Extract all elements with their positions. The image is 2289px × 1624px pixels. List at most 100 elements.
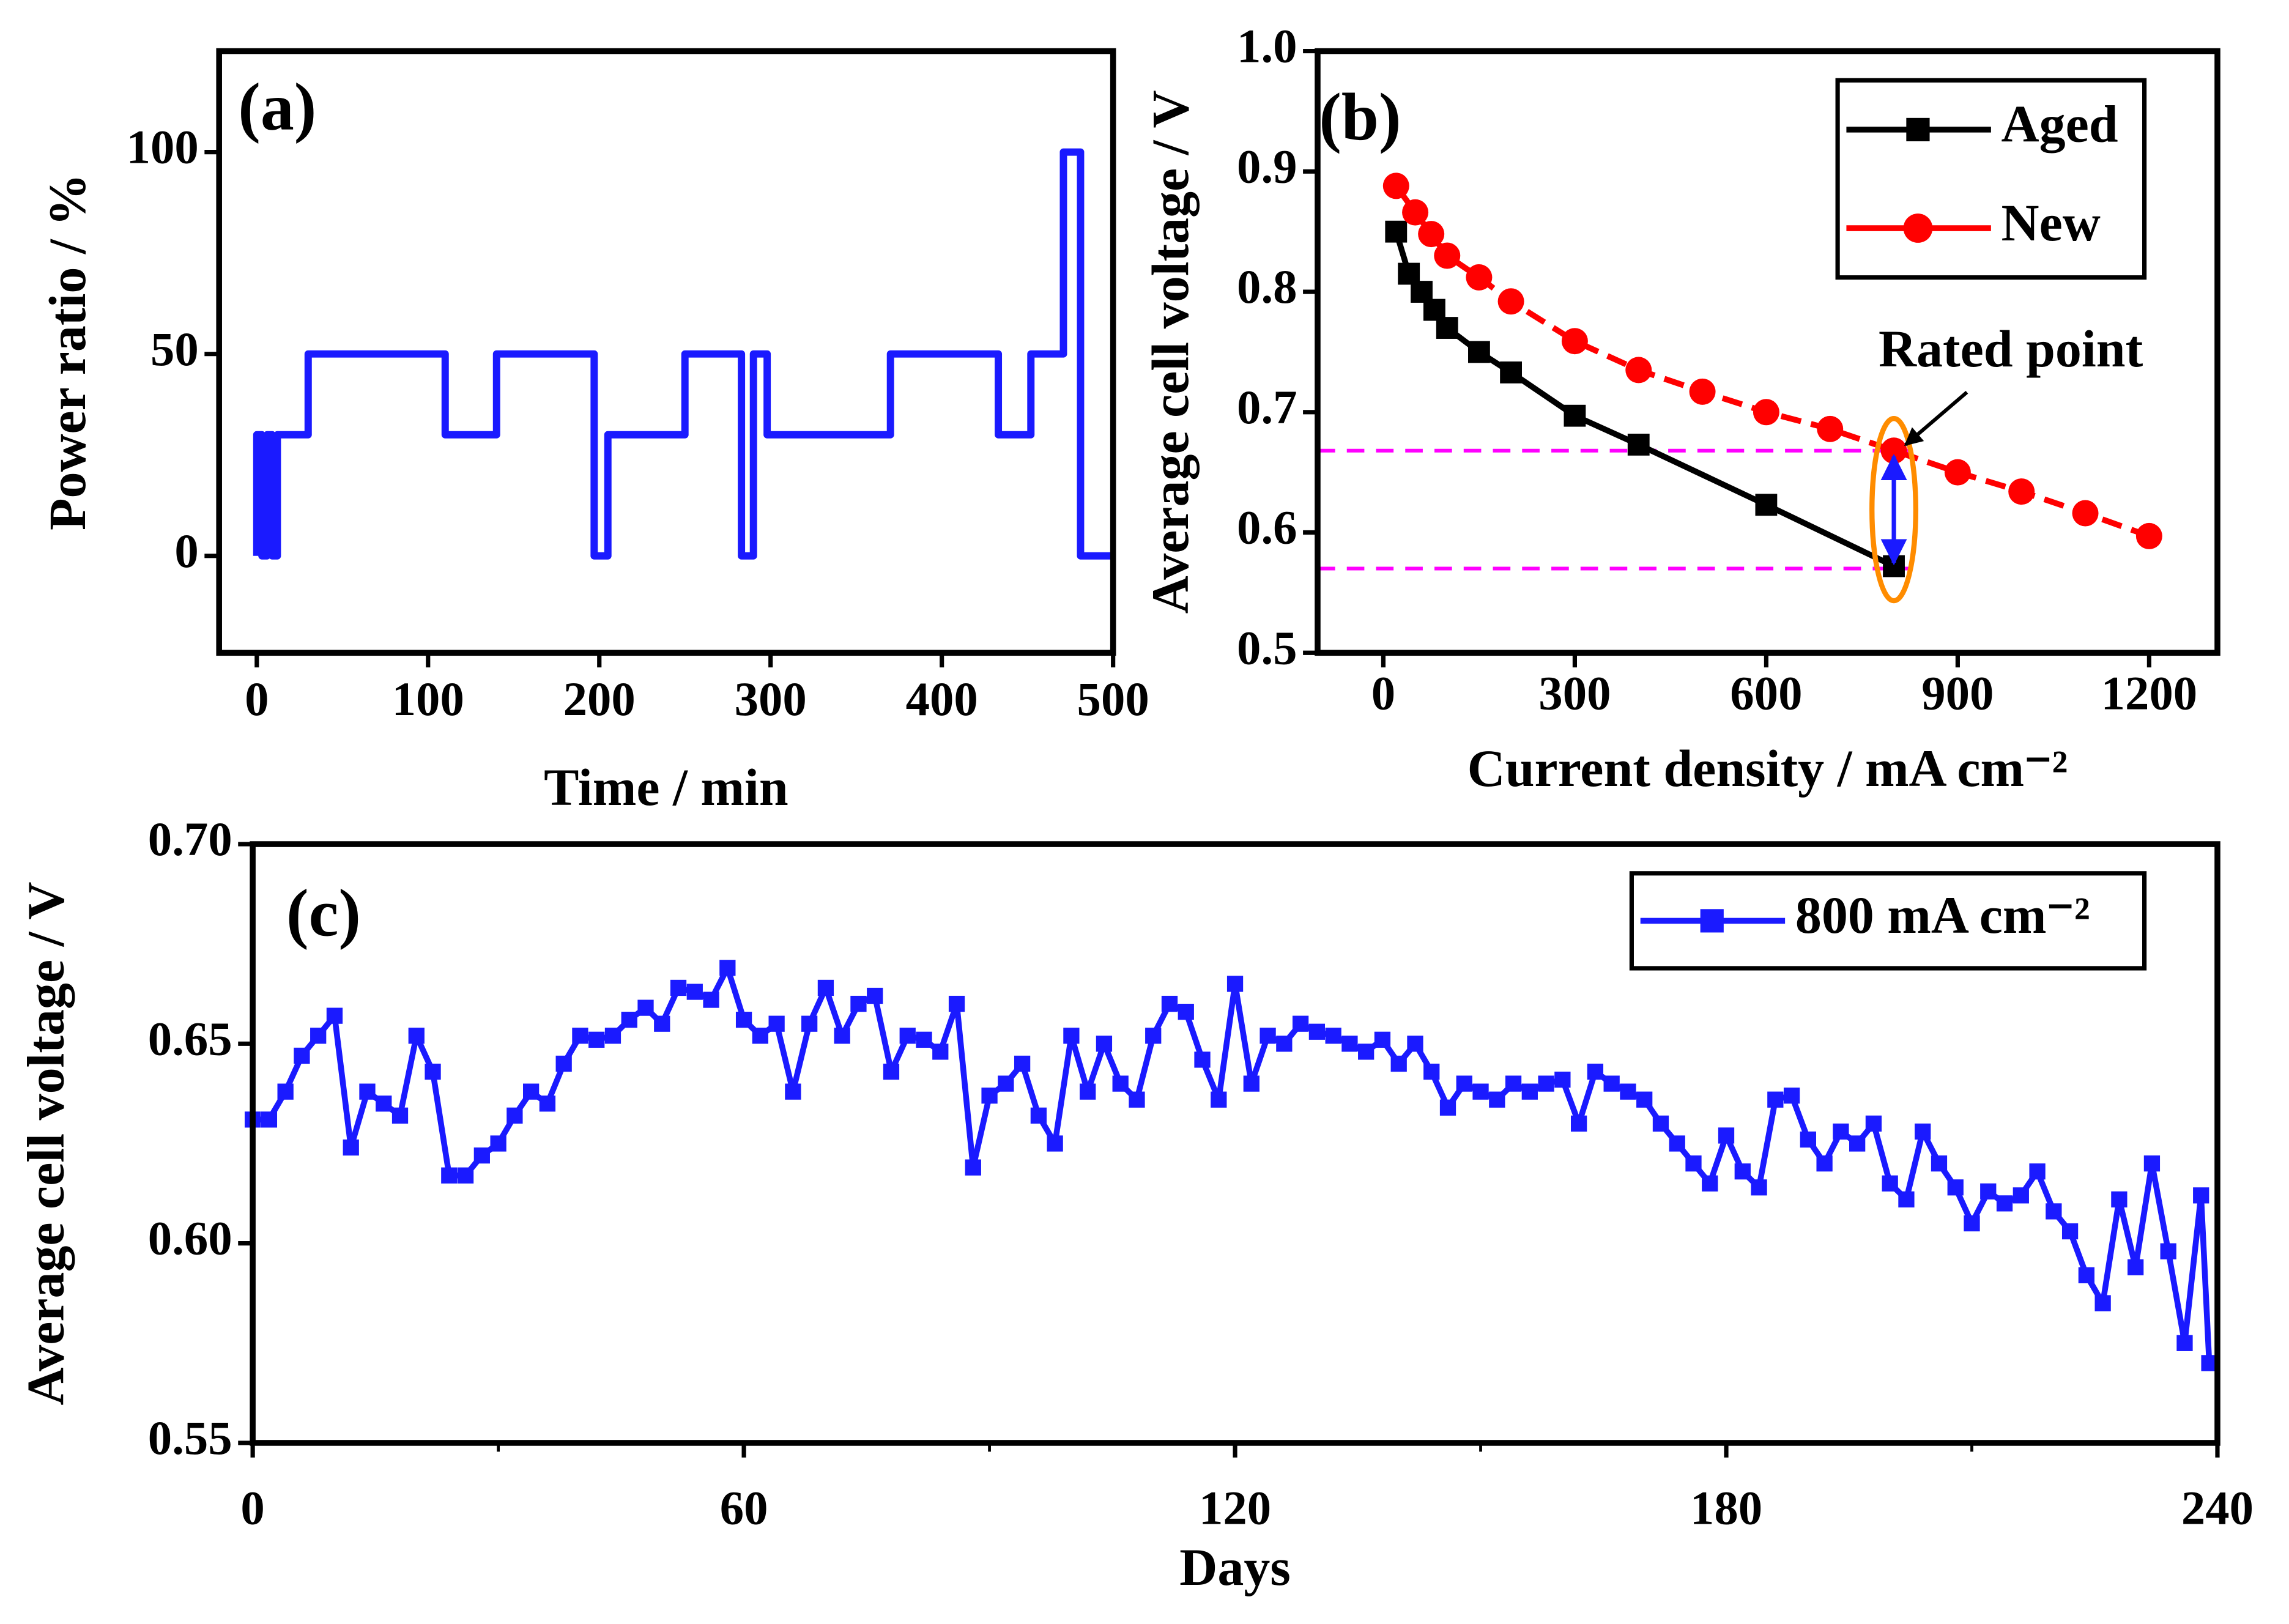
data-point — [1718, 1127, 1735, 1144]
data-point — [1439, 1099, 1456, 1116]
data-point — [1767, 1091, 1784, 1108]
data-point — [294, 1047, 310, 1064]
legend-box — [1835, 78, 2147, 280]
data-point — [1554, 1071, 1571, 1088]
data-point — [801, 1015, 818, 1032]
data-point — [1226, 976, 1244, 992]
plot-frame — [250, 841, 2220, 1446]
data-point — [899, 1028, 916, 1044]
data-point — [261, 1111, 278, 1128]
y-tick-label: 0.55 — [148, 1412, 232, 1465]
data-point — [1587, 1063, 1604, 1080]
data-point — [1755, 494, 1778, 516]
y-tick-label: 0.8 — [1237, 261, 1297, 314]
legend-marker — [1906, 117, 1930, 141]
x-axis-label: Time / min — [544, 758, 788, 817]
data-point — [1194, 1051, 1211, 1068]
data-point — [1129, 1091, 1145, 1108]
data-point — [654, 1015, 670, 1032]
x-tick-label: 900 — [1921, 667, 1994, 720]
data-point — [277, 1083, 294, 1100]
data-point — [785, 1083, 801, 1100]
data-point — [2193, 1187, 2209, 1204]
series-line — [253, 148, 1113, 560]
data-point — [2029, 1163, 2046, 1180]
data-point — [473, 1147, 490, 1164]
data-point — [965, 1159, 981, 1176]
data-point — [2176, 1335, 2193, 1351]
x-tick-label: 400 — [906, 673, 978, 726]
data-point — [1505, 1075, 1522, 1092]
x-tick-label: 240 — [2181, 1482, 2254, 1535]
data-point — [981, 1088, 998, 1104]
data-point — [1161, 995, 1178, 1012]
data-point — [1689, 378, 1716, 405]
data-point — [1620, 1083, 1636, 1100]
data-point — [2135, 522, 2162, 549]
data-point — [637, 999, 654, 1016]
data-point — [850, 995, 867, 1012]
legend-marker — [1700, 909, 1724, 933]
legend-label: Aged — [2001, 95, 2118, 154]
legend-label: New — [2001, 193, 2101, 252]
data-point — [1014, 1055, 1031, 1072]
data-point — [1636, 1091, 1653, 1108]
data-point — [2061, 1223, 2079, 1240]
data-point — [1178, 1003, 1194, 1020]
data-point — [867, 987, 883, 1004]
data-point — [1849, 1135, 1866, 1152]
data-point — [1325, 1028, 1341, 1044]
y-tick-label: 0.6 — [1237, 502, 1297, 555]
data-point — [1570, 1115, 1587, 1132]
y-tick-label: 50 — [150, 323, 199, 376]
x-tick-label: 500 — [1077, 673, 1149, 726]
y-tick-label: 0.60 — [148, 1212, 232, 1266]
data-point — [1944, 459, 1971, 486]
annotation-text: Rated point — [1879, 319, 2143, 378]
data-point — [425, 1063, 441, 1080]
data-point — [1390, 1055, 1407, 1072]
x-tick-label: 180 — [1690, 1482, 1762, 1535]
data-point — [1521, 1083, 1538, 1100]
data-point — [1434, 242, 1461, 269]
data-point — [1497, 288, 1524, 315]
data-point — [1882, 1175, 1898, 1192]
data-point — [1500, 361, 1522, 384]
data-point — [2094, 1295, 2111, 1311]
x-tick-label: 0 — [1371, 667, 1395, 720]
data-point — [1243, 1075, 1260, 1092]
data-point — [1385, 220, 1408, 243]
data-point — [1816, 1155, 1833, 1172]
data-point — [1276, 1036, 1293, 1052]
data-point — [2046, 1203, 2062, 1220]
x-tick-label: 0 — [245, 673, 269, 726]
data-point — [604, 1028, 621, 1044]
panel-label: (a) — [238, 69, 316, 144]
data-point — [2008, 478, 2035, 505]
data-point — [834, 1028, 850, 1044]
data-point — [343, 1139, 359, 1156]
data-point — [1211, 1091, 1227, 1108]
data-point — [523, 1083, 540, 1100]
data-point — [1603, 1075, 1620, 1092]
data-point — [916, 1031, 932, 1048]
data-point — [1308, 1023, 1326, 1040]
data-point — [376, 1096, 392, 1112]
data-point — [1538, 1075, 1554, 1092]
data-point — [1047, 1135, 1063, 1152]
x-axis-label: Days — [1179, 1538, 1291, 1596]
data-point — [670, 979, 687, 996]
data-point — [1292, 1015, 1309, 1032]
data-point — [1996, 1195, 2013, 1212]
x-tick-label: 0 — [240, 1482, 264, 1535]
data-point — [719, 960, 736, 976]
data-point — [457, 1167, 474, 1184]
legend-label: 800 mA cm⁻² — [1795, 886, 2090, 944]
data-point — [2111, 1191, 2128, 1207]
data-point — [1753, 399, 1779, 426]
data-point — [932, 1044, 949, 1060]
data-point — [1466, 264, 1493, 291]
data-point — [391, 1107, 409, 1124]
data-point — [1080, 1083, 1096, 1100]
